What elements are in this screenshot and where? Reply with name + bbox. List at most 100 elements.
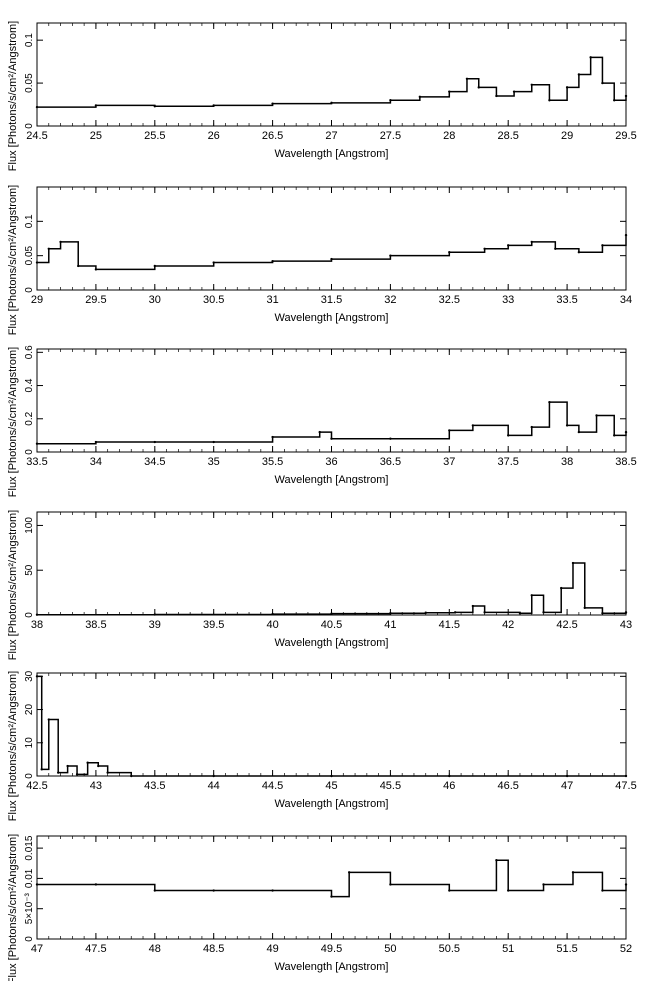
data-point [318, 430, 321, 434]
chart-panel-3: 33.5 34 34.5 35 35.5 36 36.5 37 37.5 38 38.5 0 0.2 0.… [7, 345, 637, 497]
x-tick-label: 52 [620, 943, 632, 955]
data-point [571, 871, 575, 874]
data-point [47, 718, 50, 721]
data-point [613, 99, 616, 102]
x-tick-label: 41 [384, 619, 396, 631]
data-point [77, 264, 80, 268]
data-point [495, 94, 498, 98]
x-axis-label: Wavelength [Angstrom] [275, 798, 389, 810]
x-axis-label: Wavelength [Angstrom] [275, 312, 389, 324]
y-tick-label: 20 [24, 704, 35, 716]
data-point [477, 86, 480, 89]
x-tick-label: 49 [266, 943, 278, 955]
data-point [35, 613, 39, 616]
y-tick-label: 0.4 [24, 378, 35, 392]
data-point [94, 268, 98, 271]
data-point [212, 104, 215, 107]
plot-frame [36, 511, 627, 616]
data-point [330, 612, 333, 615]
x-tick-label: 42.5 [26, 780, 47, 792]
data-point [330, 101, 333, 105]
y-axis-label: Flux [Photons/s/cm²/Angstrom] [7, 671, 19, 821]
data-point [601, 81, 604, 85]
data-point [86, 761, 89, 764]
data-point [389, 883, 392, 886]
x-tick-label: 43 [90, 780, 102, 792]
data-point [271, 102, 274, 105]
data-point [153, 105, 156, 108]
chart-panel-1: 24.5 25 25.5 26 26.5 27 27.5 28 28.5 29 29.5 0 0.05 0… [7, 21, 637, 171]
x-tick-label: 39.5 [203, 619, 224, 631]
data-point [330, 437, 333, 440]
data-point [577, 430, 581, 434]
data-point [518, 612, 522, 615]
x-tick-label: 41.5 [439, 619, 460, 631]
data-point [448, 429, 451, 432]
x-tick-label: 43.5 [144, 780, 165, 792]
data-point [212, 261, 215, 264]
x-tick-label: 48.5 [203, 943, 224, 955]
x-tick-label: 35.5 [262, 456, 283, 468]
x-tick-label: 47.5 [615, 780, 636, 792]
data-point [389, 612, 392, 615]
data-point [106, 771, 109, 774]
x-tick-label: 44 [208, 780, 220, 792]
data-point [542, 883, 545, 886]
y-tick-label: 0 [24, 123, 35, 129]
y-tick-label: 0.1 [24, 214, 35, 228]
data-point [548, 400, 551, 404]
y-tick-label: 0.01 [24, 868, 35, 888]
x-tick-label: 33 [502, 294, 514, 306]
y-tick-label: 0 [24, 773, 35, 779]
x-tick-label: 47.5 [85, 943, 106, 955]
x-tick-label: 29 [561, 130, 573, 142]
plot-frame [36, 186, 627, 291]
data-point [601, 889, 604, 892]
x-tick-label: 36.5 [380, 456, 401, 468]
data-point [389, 437, 392, 440]
data-point [35, 105, 39, 109]
data-point [448, 774, 451, 778]
chart-panel-2: 29 29.5 30 30.5 31 31.5 32 32.5 33 33.5 34 0 0.05 0.1… [7, 185, 632, 335]
data-point [389, 99, 392, 102]
y-tick-label: 0 [24, 449, 35, 455]
y-tick-label: 100 [24, 517, 35, 534]
data-point [471, 604, 475, 608]
data-point [97, 764, 100, 768]
x-tick-label: 49.5 [321, 943, 342, 955]
data-point [330, 774, 333, 778]
plot-frame [36, 835, 627, 940]
x-tick-label: 35 [208, 456, 220, 468]
x-tick-label: 43 [620, 619, 632, 631]
data-point [483, 247, 486, 250]
data-point [577, 251, 581, 254]
x-tick-label: 51 [502, 943, 514, 955]
x-tick-label: 30 [149, 294, 161, 306]
x-tick-label: 50.5 [439, 943, 460, 955]
chart-panel-5: 42.5 43 43.5 44 44.5 45 45.5 46 46.5 47 47.5 0 10 20 3… [7, 670, 637, 821]
y-tick-label: 0.05 [24, 73, 35, 93]
x-tick-label: 34 [620, 294, 632, 306]
y-tick-label: 0.1 [24, 33, 35, 47]
x-tick-label: 40.5 [321, 619, 342, 631]
data-point [35, 442, 39, 445]
x-tick-label: 24.5 [26, 130, 47, 142]
data-point [47, 247, 50, 250]
data-point [595, 414, 598, 417]
y-tick-label: 0 [24, 287, 35, 293]
x-tick-label: 25 [90, 130, 102, 142]
x-tick-label: 33.5 [26, 456, 47, 468]
data-point [448, 251, 451, 254]
x-tick-label: 27 [325, 130, 337, 142]
x-tick-label: 38 [561, 456, 573, 468]
data-point [507, 889, 510, 892]
spectrum-line-3 [37, 401, 627, 445]
data-point [560, 586, 563, 590]
data-point [530, 425, 533, 429]
x-tick-label: 40 [266, 619, 278, 631]
x-tick-label: 27.5 [380, 130, 401, 142]
x-tick-label: 29.5 [85, 294, 106, 306]
x-tick-label: 28 [443, 130, 455, 142]
y-tick-label: 50 [24, 564, 35, 576]
x-tick-label: 31 [266, 294, 278, 306]
